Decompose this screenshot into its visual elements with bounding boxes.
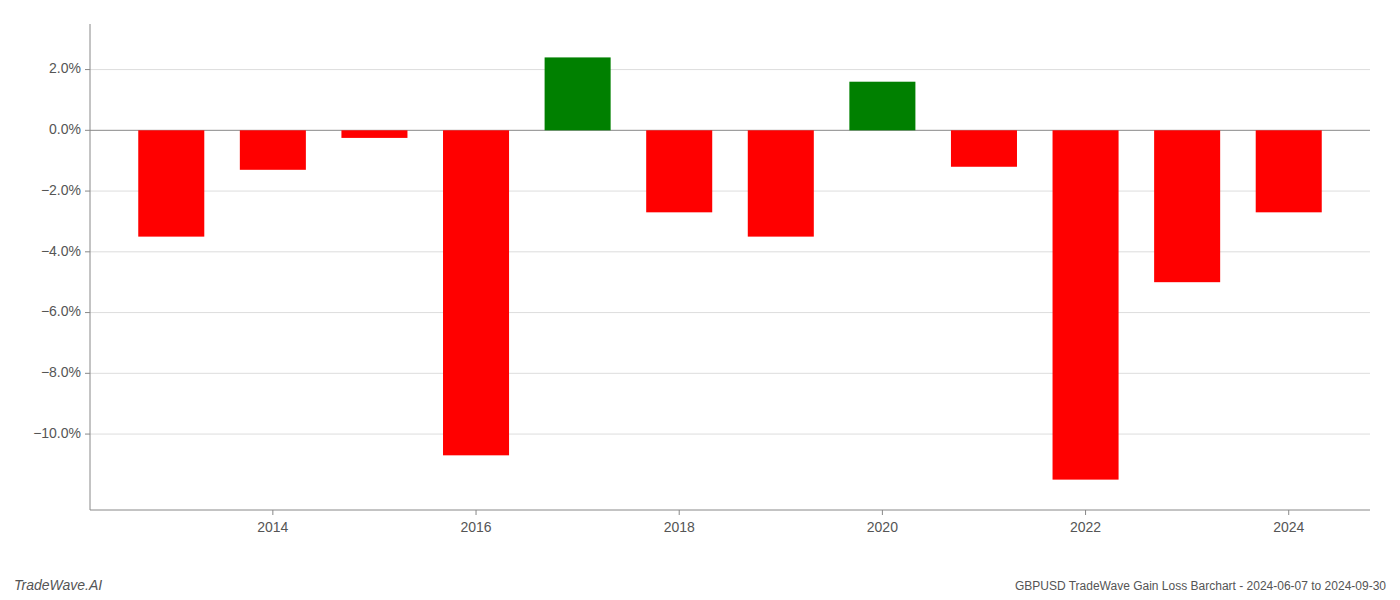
x-tick-label: 2022 (1070, 519, 1101, 535)
x-tick-label: 2018 (664, 519, 695, 535)
bar (443, 130, 509, 455)
y-tick (85, 312, 90, 313)
y-tick (85, 251, 90, 252)
y-axis (90, 24, 91, 510)
x-tick (476, 510, 477, 515)
y-tick-label: −10.0% (33, 425, 81, 441)
y-tick-label: 0.0% (49, 121, 81, 137)
bar (240, 130, 306, 169)
y-tick-label: −4.0% (41, 243, 81, 259)
y-tick (85, 373, 90, 374)
bar (1154, 130, 1220, 282)
chart: −10.0% −8.0% −6.0% −4.0% −2.0% 0.0% 2.0% 2014 20… (0, 0, 1400, 600)
y-tick-label: −8.0% (41, 364, 81, 380)
grid-line (90, 373, 1370, 374)
y-tick (85, 69, 90, 70)
bar (1053, 130, 1119, 479)
x-tick-label: 2020 (867, 519, 898, 535)
grid-line (90, 434, 1370, 435)
x-axis (90, 510, 1370, 511)
bars (138, 57, 1321, 479)
y-tick (85, 191, 90, 192)
title: GBPUSD TradeWave Gain Loss Barchart - 20… (1015, 579, 1386, 593)
bar (951, 130, 1017, 166)
bar (748, 130, 814, 236)
y-tick-label: 2.0% (49, 60, 81, 76)
x-tick-label: 2024 (1273, 519, 1304, 535)
x-tick (679, 510, 680, 515)
x-tick (882, 510, 883, 515)
bar (138, 130, 204, 236)
x-tick-label: 2016 (460, 519, 491, 535)
bar (646, 130, 712, 212)
grid-line (90, 69, 1370, 70)
x-tick (1085, 510, 1086, 515)
x-tick (272, 510, 273, 515)
watermark: TradeWave.AI (14, 577, 102, 593)
y-tick-label: −2.0% (41, 182, 81, 198)
grid (90, 70, 1370, 435)
y-tick (85, 130, 90, 131)
grid-line (90, 312, 1370, 313)
x-tick-label: 2014 (257, 519, 288, 535)
bar (545, 57, 611, 130)
y-tick (85, 434, 90, 435)
bar (849, 82, 915, 131)
bar (341, 130, 407, 138)
x-tick (1288, 510, 1289, 515)
y-tick-label: −6.0% (41, 303, 81, 319)
bar (1256, 130, 1322, 212)
